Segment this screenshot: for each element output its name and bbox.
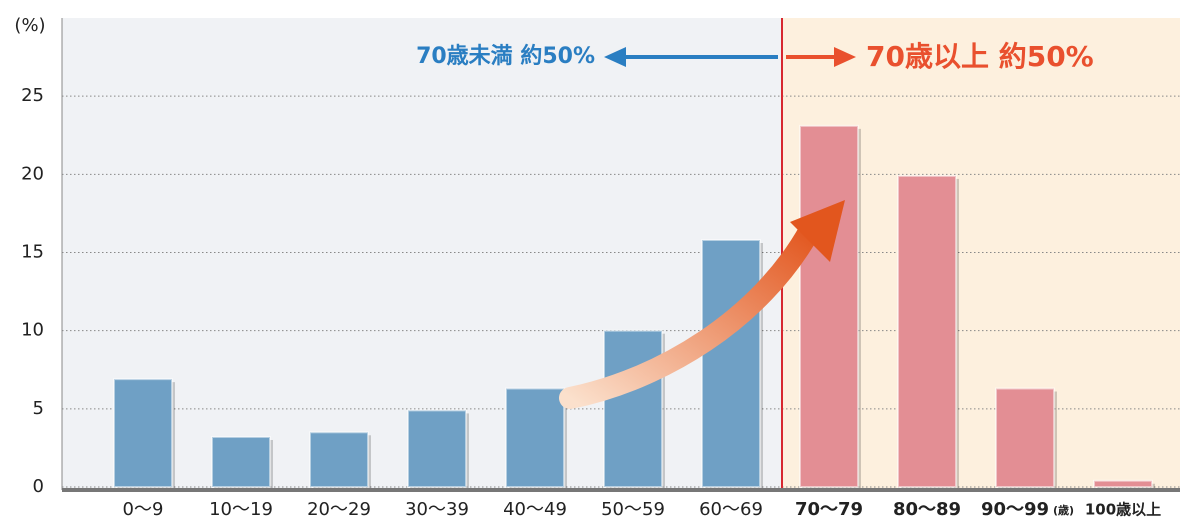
x-unit-label: (歳) [1053, 503, 1074, 517]
x-tick-label: 10～19 [209, 499, 273, 520]
bar [113, 378, 173, 489]
x-tick-label: 50～59 [601, 499, 665, 520]
bar [603, 329, 663, 488]
bar [897, 174, 957, 488]
bar [211, 435, 271, 488]
x-tick-label: 40～49 [503, 499, 567, 520]
bar [799, 124, 859, 489]
y-tick-label: 15 [21, 242, 44, 263]
y-tick-label: 20 [21, 163, 44, 184]
bar [407, 409, 467, 488]
bar [701, 238, 761, 488]
x-tick-label: 30～39 [405, 499, 469, 520]
x-tick-label: 100歳以上 [1085, 501, 1161, 519]
trend-arrow [559, 219, 821, 409]
x-tick-label: 90～99 [981, 499, 1049, 520]
x-tick-label: 60～69 [699, 499, 763, 520]
bar [1093, 479, 1153, 489]
y-tick-label: 5 [33, 398, 44, 419]
right-arrow-head [834, 47, 856, 67]
left-annotation: 70歳未満 約50% [416, 43, 595, 69]
x-tick-label: 70～79 [795, 499, 863, 520]
x-tick-label: 0～9 [123, 499, 164, 520]
x-tick-label: 80～89 [893, 499, 961, 520]
left-arrow-head [604, 47, 626, 67]
y-tick-label: 10 [21, 320, 44, 341]
y-axis-label: (%) [14, 15, 45, 36]
y-tick-label: 0 [33, 476, 44, 497]
bar [309, 431, 369, 488]
bar [505, 387, 565, 489]
x-tick-label: 20～29 [307, 499, 371, 520]
trend-arrow-head [790, 200, 845, 262]
y-tick-label: 25 [21, 85, 44, 106]
right-annotation: 70歳以上 約50% [866, 40, 1094, 73]
bar [995, 387, 1055, 489]
